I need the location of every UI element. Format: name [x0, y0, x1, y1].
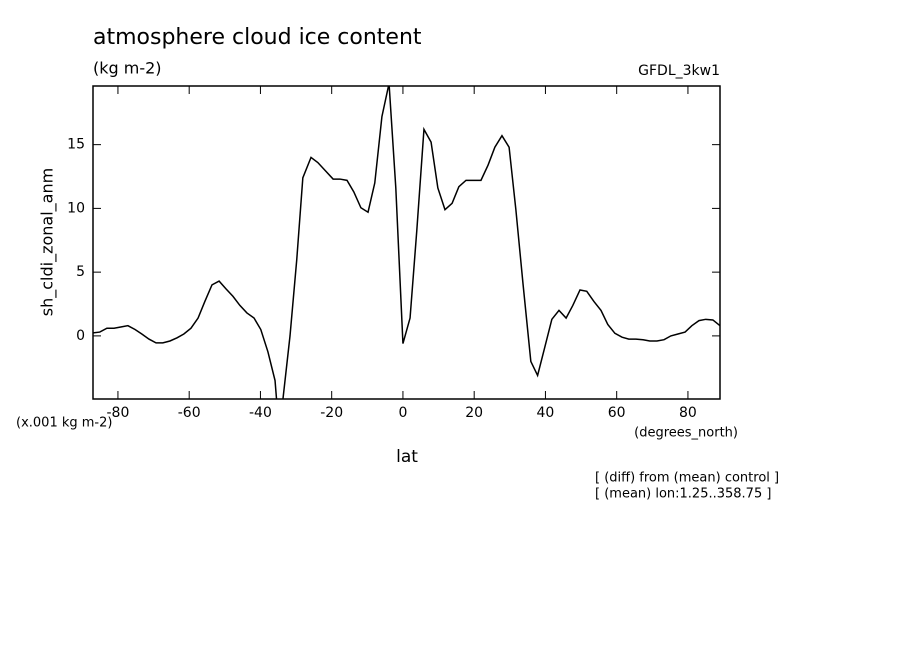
annotation: [ (diff) from (mean) control ]: [595, 471, 779, 486]
ticks: 0 5 10 15 -80 -60 -40 -20 0 20 40 60 80: [67, 86, 720, 421]
y-axis-label: sh_cldi_zonal_anm: [38, 168, 58, 316]
x-axis-label: lat: [396, 447, 418, 467]
annotation: [ (mean) lon:1.25..358.75 ]: [595, 487, 771, 502]
x-tick-label: 0: [398, 405, 407, 421]
x-tick-label: -40: [249, 405, 272, 421]
x-tick-label: 40: [537, 405, 555, 421]
plot-frame: [92, 85, 721, 400]
x-tick-label: 60: [608, 405, 626, 421]
x-units: (degrees_north): [634, 426, 738, 441]
data-line: [93, 86, 720, 399]
y-tick-label: 0: [76, 328, 85, 344]
x-tick-label: -60: [178, 405, 201, 421]
y-tick-label: 15: [67, 137, 85, 153]
dataset-label: GFDL_3kw1: [638, 63, 720, 79]
x-tick-label: 20: [465, 405, 483, 421]
chart-subtitle: (kg m-2): [93, 59, 162, 78]
x-tick-label: -20: [320, 405, 343, 421]
y-tick-label: 5: [76, 264, 85, 280]
plot-area: [93, 86, 720, 399]
y-tick-label: 10: [67, 200, 85, 216]
chart-title: atmosphere cloud ice content: [93, 25, 422, 50]
x-tick-label: -80: [107, 405, 130, 421]
x-tick-label: 80: [679, 405, 697, 421]
y-units: (x.001 kg m-2): [16, 416, 112, 431]
